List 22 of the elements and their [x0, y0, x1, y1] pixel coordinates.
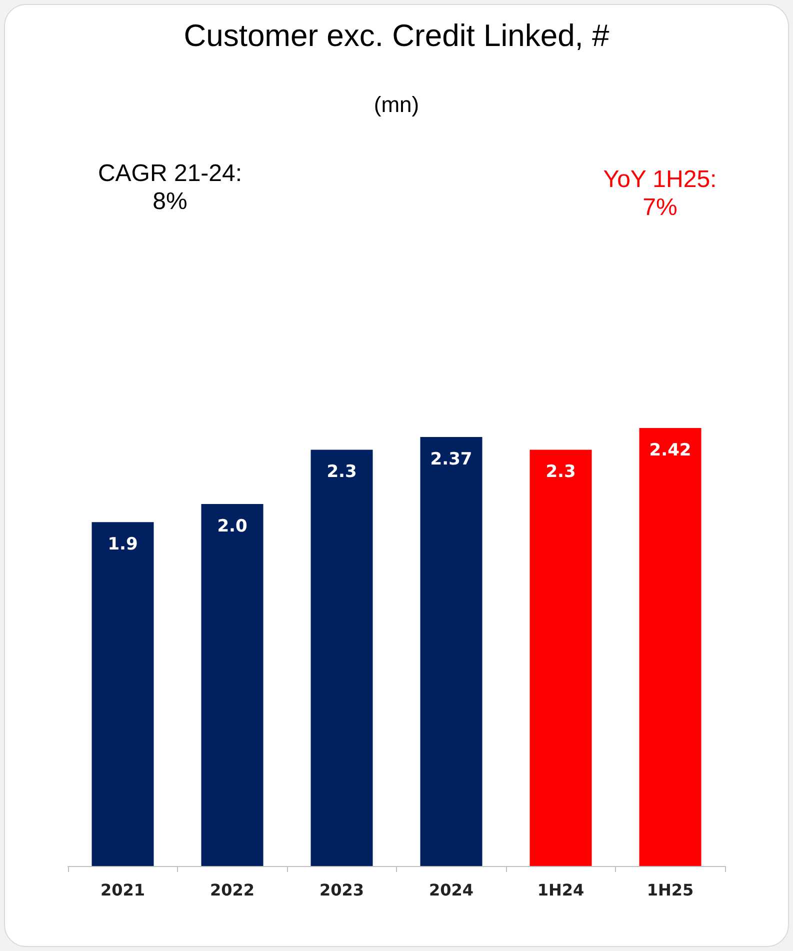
bar [420, 437, 482, 866]
text: CAGR 21-24: 8% [96, 160, 244, 216]
text: YoY 1H25: 7% [602, 166, 718, 222]
x-tick-label: 1H24 [537, 880, 584, 900]
data-label: 2.3 [326, 462, 357, 482]
data-label: 2.3 [546, 462, 576, 482]
data-label: 1.9 [108, 534, 138, 555]
data-label: 2.0 [217, 516, 248, 537]
x-tick-label: 2024 [428, 880, 474, 900]
chart-subtitle: (mn) [372, 92, 420, 118]
x-tick-label: 1H25 [646, 880, 694, 900]
x-tick-label: 2021 [100, 880, 146, 900]
x-tick-label: 2023 [319, 880, 364, 900]
bar [92, 522, 154, 866]
data-label: 2.42 [649, 440, 692, 460]
chart-title: Customer exc. Credit Linked, # [182, 18, 610, 54]
bar [201, 504, 264, 866]
x-tick-label: 2022 [210, 880, 255, 900]
bar [530, 450, 592, 866]
bar [310, 450, 373, 866]
bar [639, 428, 702, 866]
data-label: 2.37 [430, 450, 472, 470]
